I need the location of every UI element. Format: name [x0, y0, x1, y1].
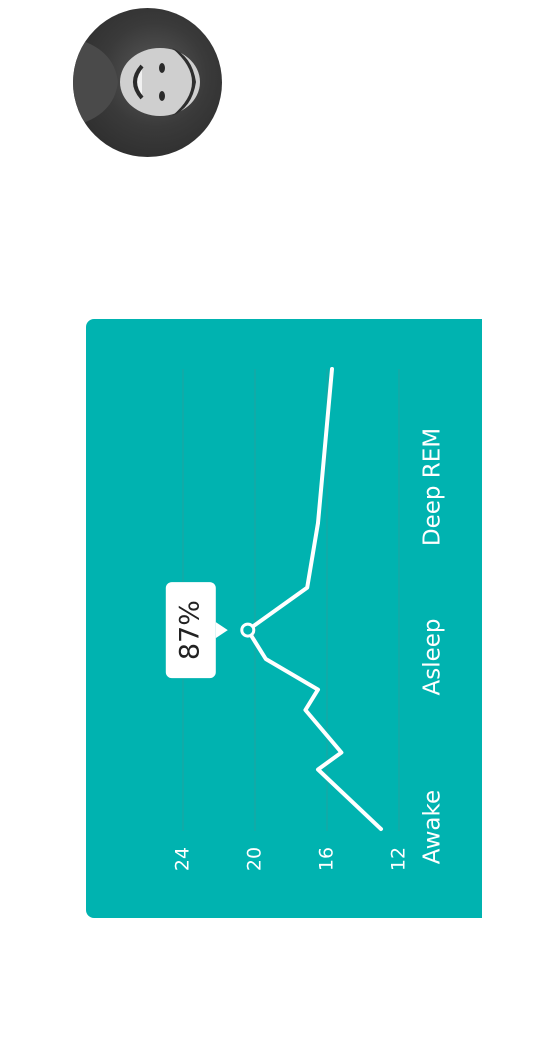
tooltip-pointer	[215, 622, 228, 639]
x-category-label: Asleep	[420, 618, 446, 695]
user-photo-icon	[73, 38, 200, 126]
series-line-tail	[316, 367, 334, 525]
highlight-point[interactable]	[240, 622, 256, 638]
tooltip-box	[165, 582, 216, 679]
series-line	[245, 521, 383, 831]
tooltip-value: 87%	[174, 600, 205, 660]
y-tick-label: 12	[388, 847, 410, 871]
y-tick-label: 16	[316, 847, 338, 871]
x-category-label: Awake	[420, 790, 446, 864]
x-category-label: Deep REM	[420, 428, 446, 546]
y-tick-label: 20	[244, 847, 266, 871]
y-tick-label: 24	[172, 847, 194, 871]
avatar[interactable]	[73, 8, 222, 157]
sleep-chart-card: 12 16 20 24 Awake Asleep Deep REM 87%	[86, 319, 482, 918]
sleep-line-chart: 12 16 20 24 Awake Asleep Deep REM 87%	[165, 367, 446, 871]
